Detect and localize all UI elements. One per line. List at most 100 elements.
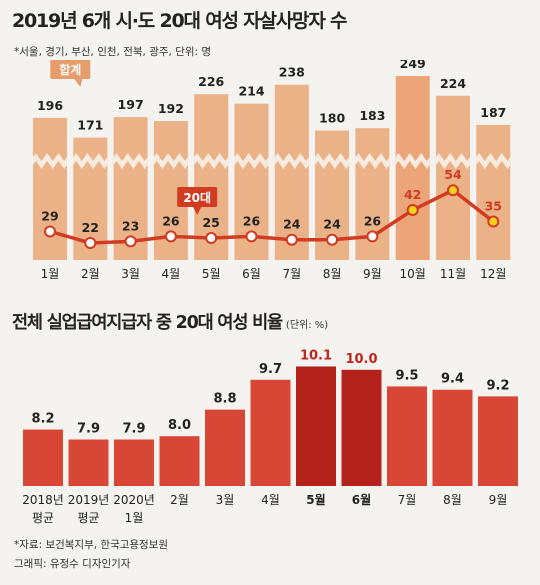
bar-value-label: 214 [238, 84, 264, 99]
bar [23, 429, 63, 486]
axis-break [194, 153, 229, 169]
line-value-label: 24 [283, 217, 301, 232]
line-point [124, 235, 137, 248]
chart1-title: 2019년 6개 시·도 20대 여성 자살사망자 수 [12, 10, 347, 32]
x-tick-label: 2019년 [68, 493, 110, 507]
axis-break [274, 153, 309, 169]
x-tick-label: 1월 [41, 267, 60, 281]
axis-break [355, 153, 390, 169]
bar [341, 369, 382, 486]
chart1-subtitle: *서울, 경기, 부산, 인천, 전북, 광주, 단위: 명 [14, 46, 212, 58]
bar-value-label: 187 [480, 105, 506, 120]
x-tick-label: 5월 [306, 492, 325, 507]
line-value-label: 42 [404, 187, 421, 202]
line-value-label: 26 [162, 213, 180, 228]
bar-value-label: 9.5 [395, 368, 418, 383]
line-value-label: 24 [323, 217, 341, 232]
bar-value-label: 224 [440, 76, 466, 91]
x-tick-label: 6월 [352, 492, 371, 507]
bar-value-label: 9.7 [259, 362, 282, 377]
x-tick-label: 3월 [121, 267, 140, 281]
line-point [285, 233, 298, 246]
line-point [84, 237, 97, 249]
axis-break [153, 153, 188, 169]
bar [68, 439, 109, 486]
x-tick-label: 2월 [81, 267, 100, 281]
bar [159, 436, 200, 486]
line-value-label: 29 [41, 208, 58, 223]
x-tick-label: 6월 [242, 267, 261, 281]
x-tick-label: 2018년 [22, 493, 64, 507]
bar [250, 379, 291, 486]
bar-value-label: 9.4 [441, 372, 464, 387]
bar-value-label: 8.0 [168, 418, 191, 433]
x-tick-label: 8월 [323, 267, 342, 281]
legend-20s-label: 20대 [183, 191, 211, 205]
bar [395, 76, 430, 260]
bar [296, 366, 336, 486]
bar-value-label: 8.2 [31, 412, 54, 427]
bar-value-label: 7.9 [77, 422, 100, 437]
chart1-svg: 196 1월 171 2월 197 3월 192 4월 226 5월 214 6월 238 7월 180 8월… [33, 60, 511, 281]
bar [478, 396, 518, 486]
x-tick-label: 평균 [32, 511, 54, 525]
bar-value-label: 10.1 [300, 348, 332, 363]
line-point [164, 230, 177, 243]
x-tick-label: 4월 [162, 267, 181, 281]
x-tick-label: 11월 [440, 267, 466, 281]
line-value-label: 26 [364, 213, 382, 228]
axis-break [315, 153, 350, 169]
line-point [487, 215, 500, 228]
bar [432, 389, 473, 486]
bar-value-label: 183 [359, 108, 385, 123]
bar [33, 117, 67, 260]
bar [114, 439, 154, 486]
bar-value-label: 9.2 [486, 378, 509, 393]
bar-value-label: 192 [158, 101, 184, 116]
x-tick-label: 12월 [480, 267, 506, 281]
x-tick-label: 7월 [398, 493, 417, 507]
x-tick-label: 2020년 [113, 493, 155, 507]
x-tick-label: 평균 [77, 511, 99, 525]
source-note: *자료: 보건복지부, 한국고용정보원 [14, 539, 169, 551]
bar-value-label: 226 [198, 74, 224, 89]
line-series-20s [49, 188, 495, 245]
bar-value-label: 196 [37, 98, 63, 113]
legend-total-tag [50, 60, 91, 79]
chart2-title-text: 전체 실업급여지급자 중 20대 여성 비율 [12, 313, 283, 333]
axis-break [234, 153, 269, 169]
x-tick-label: 10월 [400, 267, 426, 281]
legend-total-pointer [74, 79, 83, 87]
bar-value-label: 180 [319, 111, 345, 126]
chart2-unit: (단위: %) [285, 320, 329, 331]
axis-break [395, 153, 430, 169]
bar-value-label: 8.8 [213, 392, 236, 407]
x-tick-label: 7월 [282, 267, 301, 281]
legend-total-label: 합계 [59, 62, 81, 77]
bar-value-label: 7.9 [122, 422, 145, 437]
line-value-label: 22 [82, 220, 99, 235]
line-value-label: 54 [444, 167, 462, 182]
line-value-label: 35 [485, 199, 502, 214]
bar-value-label: 197 [118, 97, 144, 112]
x-tick-label: 3월 [216, 493, 235, 507]
axis-break [73, 153, 108, 169]
line-value-label: 26 [243, 213, 261, 228]
bar-value-label: 249 [400, 60, 426, 71]
x-tick-label: 1월 [125, 511, 144, 525]
bar [274, 84, 309, 260]
axis-break [476, 153, 511, 169]
axis-break [113, 153, 148, 169]
line-value-label: 23 [122, 218, 139, 233]
x-tick-label: 4월 [261, 493, 280, 507]
bar [476, 124, 511, 260]
bar [436, 95, 470, 260]
x-tick-label: 9월 [363, 267, 382, 281]
line-point [447, 184, 459, 197]
legend-20s-pointer [193, 207, 202, 215]
line-point [245, 230, 258, 243]
bar-value-label: 238 [279, 65, 305, 80]
line-point [44, 225, 56, 238]
bar-value-label: 10.0 [345, 352, 377, 367]
